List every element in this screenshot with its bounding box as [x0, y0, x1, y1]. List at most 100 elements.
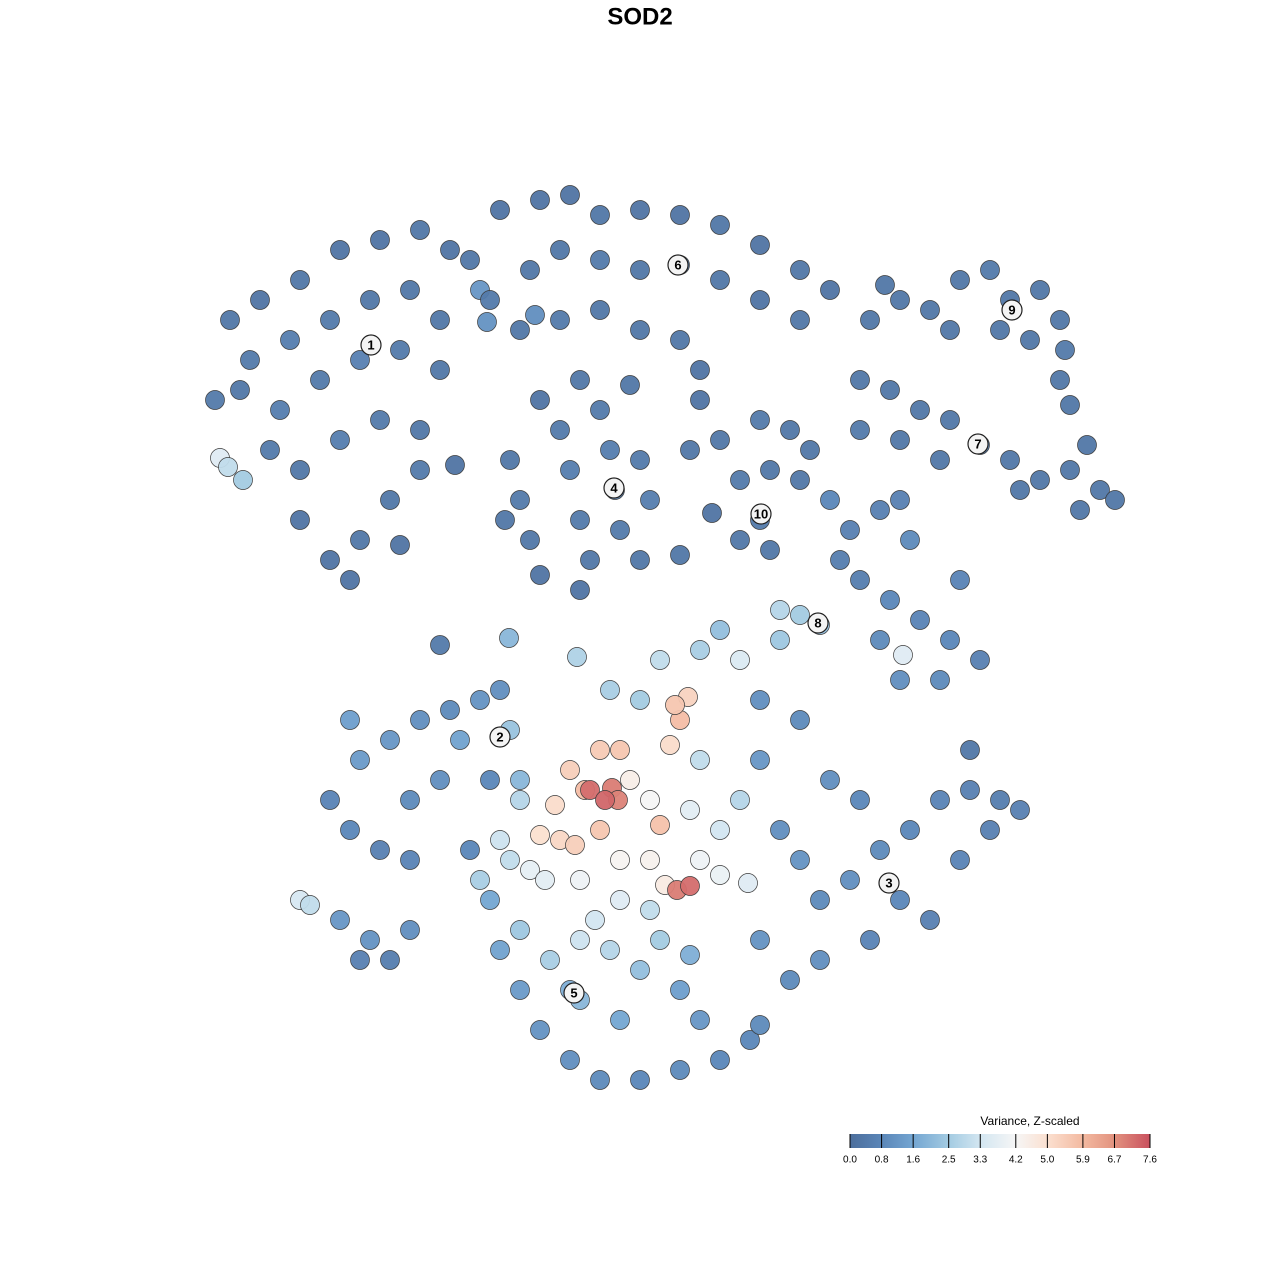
cell-point [880, 590, 900, 610]
cell-point [270, 400, 290, 420]
cell-point [460, 250, 480, 270]
cluster-label: 10 [754, 506, 768, 521]
cell-point [450, 730, 470, 750]
cell-point [880, 380, 900, 400]
cell-point [620, 375, 640, 395]
cell-point [560, 460, 580, 480]
cell-point [950, 270, 970, 290]
cell-point [330, 910, 350, 930]
cell-point [550, 240, 570, 260]
cell-point [380, 950, 400, 970]
cell-point [590, 205, 610, 225]
cell-point [920, 300, 940, 320]
cell-point [1105, 490, 1125, 510]
cell-point [680, 876, 700, 896]
cell-point [610, 520, 630, 540]
cell-point [410, 420, 430, 440]
cell-point [1060, 460, 1080, 480]
cell-point [530, 565, 550, 585]
cell-point [790, 850, 810, 870]
cell-point [590, 1070, 610, 1090]
cell-point [960, 740, 980, 760]
chart-title: SOD2 [607, 3, 672, 30]
cluster-label: 1 [367, 337, 374, 352]
cell-point [360, 290, 380, 310]
cell-point [640, 850, 660, 870]
cell-point [710, 270, 730, 290]
cell-point [530, 1020, 550, 1040]
cell-point [220, 310, 240, 330]
cell-point [330, 240, 350, 260]
cluster-label: 6 [674, 257, 681, 272]
cell-point [980, 820, 1000, 840]
cell-point [790, 605, 810, 625]
cluster-label: 9 [1008, 302, 1015, 317]
cell-point [860, 930, 880, 950]
cell-point [600, 940, 620, 960]
cell-point [1010, 800, 1030, 820]
cell-point [370, 230, 390, 250]
cell-point [350, 350, 370, 370]
cell-point [480, 290, 500, 310]
cell-point [520, 260, 540, 280]
cell-point [710, 215, 730, 235]
cell-point [340, 570, 360, 590]
cell-point [440, 700, 460, 720]
cell-point [350, 950, 370, 970]
cell-point [680, 945, 700, 965]
cell-point [230, 380, 250, 400]
cell-point [630, 320, 650, 340]
cell-point [470, 870, 490, 890]
colorbar-tick-label: 2.5 [942, 1155, 956, 1166]
cluster-marker [807, 612, 829, 634]
cell-point [380, 490, 400, 510]
cell-point [710, 430, 730, 450]
cell-point [790, 470, 810, 490]
cell-point [590, 740, 610, 760]
cell-point [590, 400, 610, 420]
cluster-marker [750, 503, 772, 525]
cell-point [760, 460, 780, 480]
cell-point [750, 235, 770, 255]
cell-point [650, 815, 670, 835]
cell-point [500, 450, 520, 470]
cell-point [910, 610, 930, 630]
cell-point [640, 900, 660, 920]
cell-point [940, 630, 960, 650]
cell-point [499, 628, 519, 648]
cell-point [920, 910, 940, 930]
cell-point [760, 540, 780, 560]
cell-point [218, 457, 238, 477]
cluster-marker [667, 254, 689, 276]
cell-point [738, 873, 758, 893]
cell-point [1090, 480, 1110, 500]
cell-point [530, 190, 550, 210]
cell-point [730, 530, 750, 550]
cell-point [750, 930, 770, 950]
cell-point [340, 820, 360, 840]
cell-point [680, 440, 700, 460]
cell-point [750, 290, 770, 310]
cell-point [730, 470, 750, 490]
cell-point [875, 275, 895, 295]
cluster-marker [967, 433, 989, 455]
colorbar-tick-label: 0.8 [875, 1155, 889, 1166]
cell-point [510, 790, 530, 810]
cell-point [670, 205, 690, 225]
cell-point [980, 260, 1000, 280]
cell-point [445, 455, 465, 475]
cell-point [940, 410, 960, 430]
cell-point [530, 825, 550, 845]
cell-point [900, 820, 920, 840]
cell-point [350, 530, 370, 550]
cell-point [480, 890, 500, 910]
cell-point [490, 200, 510, 220]
cell-point [490, 830, 510, 850]
cell-point [620, 770, 640, 790]
cluster-label: 4 [610, 480, 618, 495]
colorbar [850, 1134, 1150, 1148]
cell-point [1030, 470, 1050, 490]
cell-point [750, 750, 770, 770]
cell-point [480, 770, 500, 790]
cell-point [710, 1050, 730, 1070]
